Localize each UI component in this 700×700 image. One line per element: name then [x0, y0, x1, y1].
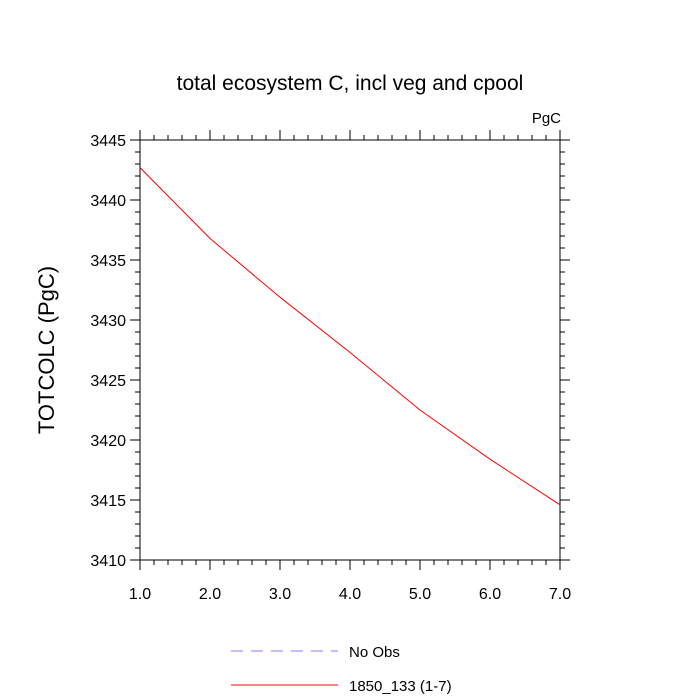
y-tick-label: 3420 [90, 433, 126, 450]
series-layer [139, 167, 561, 506]
legend-label: No Obs [349, 644, 400, 661]
x-tick-label: 7.0 [549, 586, 571, 603]
y-tick-label: 3435 [90, 253, 126, 270]
x-tick-label: 2.0 [199, 586, 221, 603]
y-axis-label: TOTCOLC (PgC) [34, 266, 59, 434]
y-tick-label: 3410 [90, 553, 126, 570]
x-tick-label: 4.0 [339, 586, 361, 603]
chart-title: total ecosystem C, incl veg and cpool [177, 72, 524, 95]
y-tick-label: 3440 [90, 193, 126, 210]
legend: No Obs 1850_133 (1-7) [231, 644, 452, 695]
legend-label: 1850_133 (1-7) [349, 678, 452, 695]
x-tick-label: 5.0 [409, 586, 431, 603]
x-tick-label: 1.0 [129, 586, 151, 603]
axis-ticks [130, 130, 570, 570]
y-tick-label: 3445 [90, 133, 126, 150]
x-tick-label: 3.0 [269, 586, 291, 603]
series-line [139, 167, 561, 506]
x-tick-label: 6.0 [479, 586, 501, 603]
units-label: PgC [532, 110, 561, 127]
tick-labels: 1.0 2.0 3.0 4.0 5.0 6.0 7.0 3410 3415 3420 3425 343… [90, 133, 571, 603]
y-tick-label: 3415 [90, 493, 126, 510]
plot-frame [139, 139, 561, 561]
y-tick-label: 3425 [90, 373, 126, 390]
y-tick-label: 3430 [90, 313, 126, 330]
